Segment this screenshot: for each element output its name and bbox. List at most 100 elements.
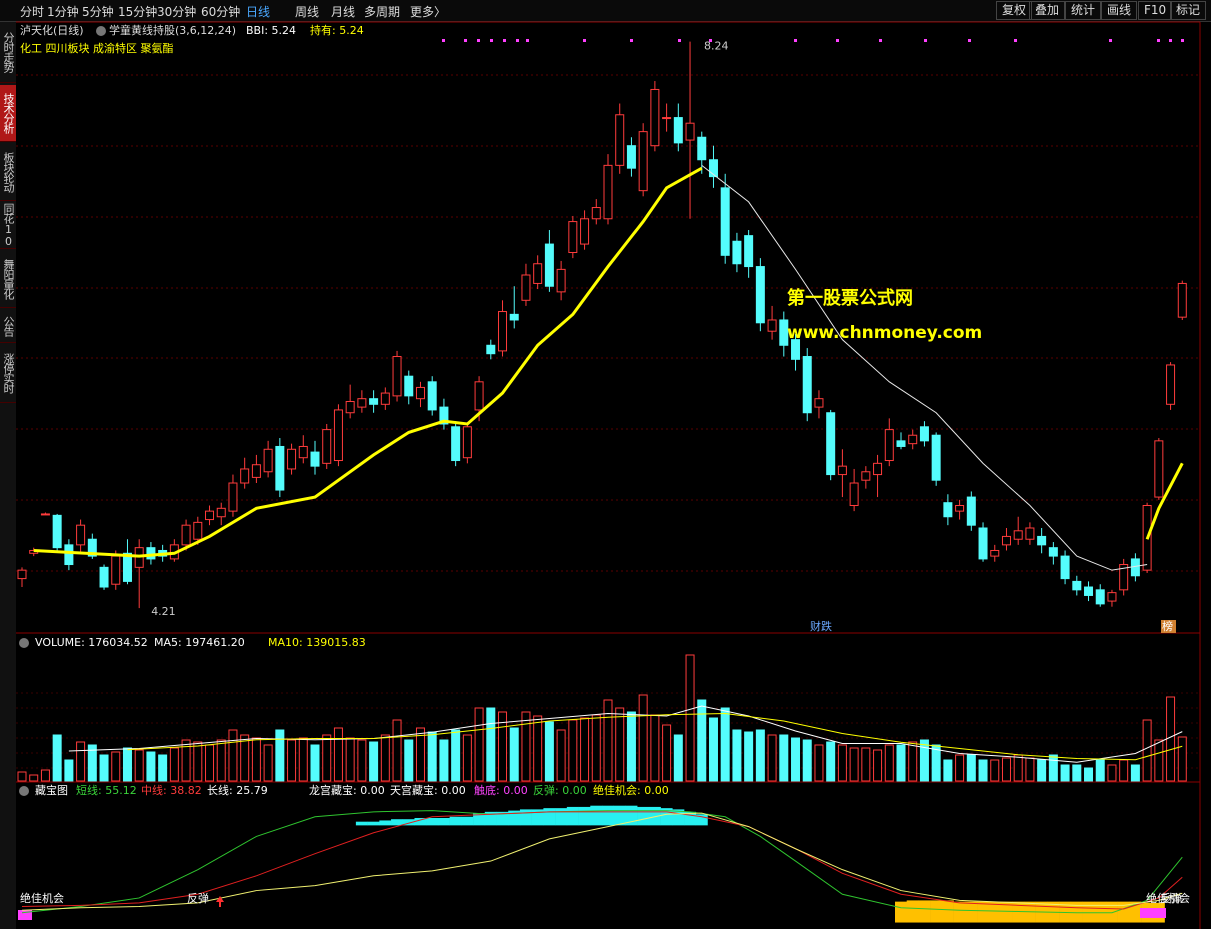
side-tab[interactable]: 分时走势 [0,22,16,83]
tag-bg [1161,620,1176,633]
candle-body [369,398,379,405]
volume-bar [732,729,742,782]
candle-body [1166,364,1176,405]
max-label: 8.24 [704,40,729,53]
candle-body [662,117,672,120]
side-tab[interactable]: 同花10 [0,203,16,249]
side-tab[interactable]: 涨停实时 [0,344,16,403]
candle-body [966,496,976,526]
indicator-bar [1117,901,1130,923]
legend-item: VOLUME: 176034.52 [35,636,148,649]
candle-body [333,409,343,462]
toolbar-button[interactable]: 标记 [1170,1,1207,20]
volume-bar [486,707,496,782]
period-tab[interactable]: 5分钟 [82,5,114,19]
candle-body [40,513,50,516]
volume-bar [1060,764,1070,782]
candle-body [474,381,484,411]
period-tab[interactable]: 日线 [246,5,271,19]
candle-body [240,468,250,484]
volume-bar [1013,754,1023,782]
signal-label: 反弹 [187,891,209,905]
volume-bar [544,721,554,782]
indicator-bar [977,901,990,923]
period-tab[interactable]: 月线 [331,5,356,19]
volume-bar [791,737,801,782]
candle-body [1072,580,1082,591]
indicator-bar [566,806,579,826]
indicator-bar [473,813,486,826]
volume-bar [521,711,531,782]
candle-body [298,445,308,459]
toolbar-button[interactable]: 复权 [996,1,1033,20]
candle-body [380,392,390,405]
indicator-bar [531,809,544,826]
period-tab[interactable]: 30分钟 [157,5,197,19]
side-tab[interactable]: 舞阳量化 [0,250,16,308]
icon [19,638,29,648]
volume-bar [931,744,941,782]
toolbar-button[interactable]: F10 [1138,1,1173,20]
candle-body [990,549,1000,557]
indicator-bar [613,805,626,826]
volume-bar [287,739,297,782]
candle-body [498,311,508,352]
candle-body [451,426,461,462]
side-tab[interactable]: 公告 [0,310,16,343]
period-tab[interactable]: 多周期 [364,5,401,19]
chart-title: 藏宝图 [35,783,68,797]
volume-bar [1025,757,1035,782]
period-tab[interactable]: 分时 [20,5,45,19]
sidebar: 分时走势技术分析 板块轮动同花10 舞阳量化公告 涨停实时 [0,22,16,929]
volume-bar [720,707,730,782]
candle-body [580,218,590,245]
indicator-bar [437,817,450,826]
volume-bar [369,741,379,782]
signal-dot [583,39,586,42]
candle-body [193,521,203,540]
indicator-bar [590,805,603,826]
volume-bar [767,734,777,782]
volume-bar [837,744,847,782]
volume-bar [275,729,285,782]
period-tab[interactable]: 15分钟 [118,5,158,19]
candle-body [1119,564,1129,591]
event-tag: 榜 [1162,619,1173,633]
sector-tags: 化工 四川板块 成渝特区 聚氨酯 [20,41,174,55]
indicator-bar [543,808,556,826]
candle-body [1095,589,1105,605]
volume-bar [415,727,425,782]
side-tab[interactable]: 技术分析 [0,85,16,142]
indicator-bar [1082,901,1095,923]
toolbar-button[interactable]: 统计 [1065,1,1102,20]
volume-bar [29,774,39,782]
indicator-bar [637,806,650,826]
candle-body [1107,592,1117,602]
indicator-bar [461,816,474,826]
toolbar-button[interactable]: 画线 [1101,1,1138,20]
period-tab[interactable]: 更多〉 [410,5,447,19]
volume-bar [1177,736,1187,782]
indicator-line [1145,462,1184,540]
volume-bar [240,734,250,782]
legend-item: 持有: 5.24 [310,23,364,37]
period-tab[interactable]: 1分钟 [47,5,79,19]
volume-bar [76,741,86,782]
toolbar-button[interactable]: 叠加 [1029,1,1066,20]
volume-bar [1119,759,1129,782]
volume-bar [626,711,636,782]
volume-bar [228,729,238,782]
volume-bar [169,747,179,782]
candle-body [404,375,414,397]
volume-bar [1001,757,1011,782]
volume-bar [134,749,144,782]
indicator-bar [508,810,521,826]
period-tab[interactable]: 周线 [295,5,320,19]
indicator-bar [578,806,591,826]
candle-body [1013,530,1023,540]
period-tab[interactable]: 60分钟 [201,5,241,19]
side-tab[interactable]: 板块轮动 [0,143,16,201]
signal-dot [794,39,797,42]
signal-dot [442,39,445,42]
